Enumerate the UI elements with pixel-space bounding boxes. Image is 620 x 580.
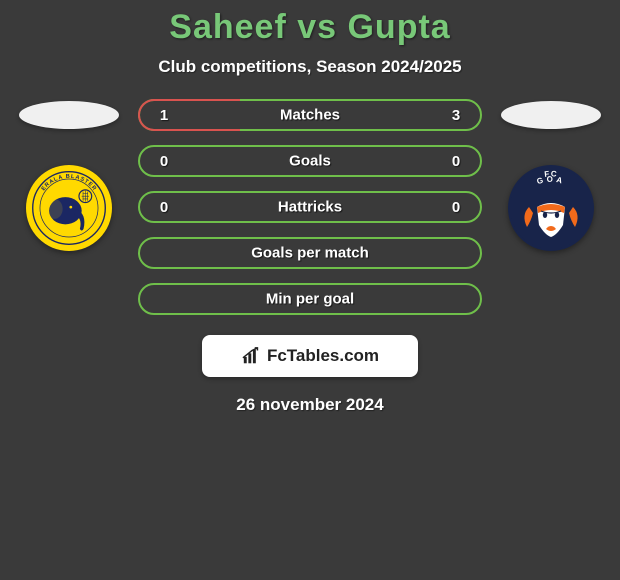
- stat-row: 1 3 Matches: [138, 99, 482, 131]
- stat-value-left: 0: [154, 153, 174, 170]
- left-column: KERALA BLASTERS: [14, 99, 124, 251]
- stat-label: Goals: [289, 153, 331, 170]
- club-badge-right: FC GOA: [508, 165, 594, 251]
- stats-column: 1 3 Matches 0 0 Goals 0 0 Hattricks Goals per mat…: [138, 99, 482, 315]
- main-area: KERALA BLASTERS: [0, 99, 620, 315]
- stat-value-left: 1: [154, 107, 174, 124]
- svg-text:KERALA BLASTERS: KERALA BLASTERS: [30, 165, 98, 192]
- stat-value-right: 0: [446, 153, 466, 170]
- stat-row: Goals per match: [138, 237, 482, 269]
- stat-label: Hattricks: [278, 199, 342, 216]
- player-oval-right: [501, 101, 601, 129]
- club-badge-left-inner: KERALA BLASTERS: [30, 169, 108, 247]
- player-oval-left: [19, 101, 119, 129]
- stat-value-right: 0: [446, 199, 466, 216]
- stat-value-right: 3: [446, 107, 466, 124]
- fc-goa-logo-icon: FC GOA: [508, 165, 594, 251]
- kerala-blasters-logo-icon: KERALA BLASTERS: [30, 165, 108, 251]
- bar-chart-icon: [241, 346, 263, 366]
- stat-label: Goals per match: [251, 245, 369, 262]
- stat-label: Min per goal: [266, 291, 354, 308]
- stat-row: Min per goal: [138, 283, 482, 315]
- stat-label: Matches: [280, 107, 340, 124]
- stat-value-left: 0: [154, 199, 174, 216]
- stat-row: 0 0 Hattricks: [138, 191, 482, 223]
- subtitle: Club competitions, Season 2024/2025: [0, 57, 620, 77]
- page-title: Saheef vs Gupta: [0, 8, 620, 47]
- comparison-card: Saheef vs Gupta Club competitions, Seaso…: [0, 0, 620, 415]
- brand-text: FcTables.com: [267, 346, 379, 366]
- brand-badge[interactable]: FcTables.com: [202, 335, 418, 377]
- stat-row: 0 0 Goals: [138, 145, 482, 177]
- club-badge-left: KERALA BLASTERS: [26, 165, 112, 251]
- right-column: FC GOA: [496, 99, 606, 251]
- date-line: 26 november 2024: [0, 395, 620, 415]
